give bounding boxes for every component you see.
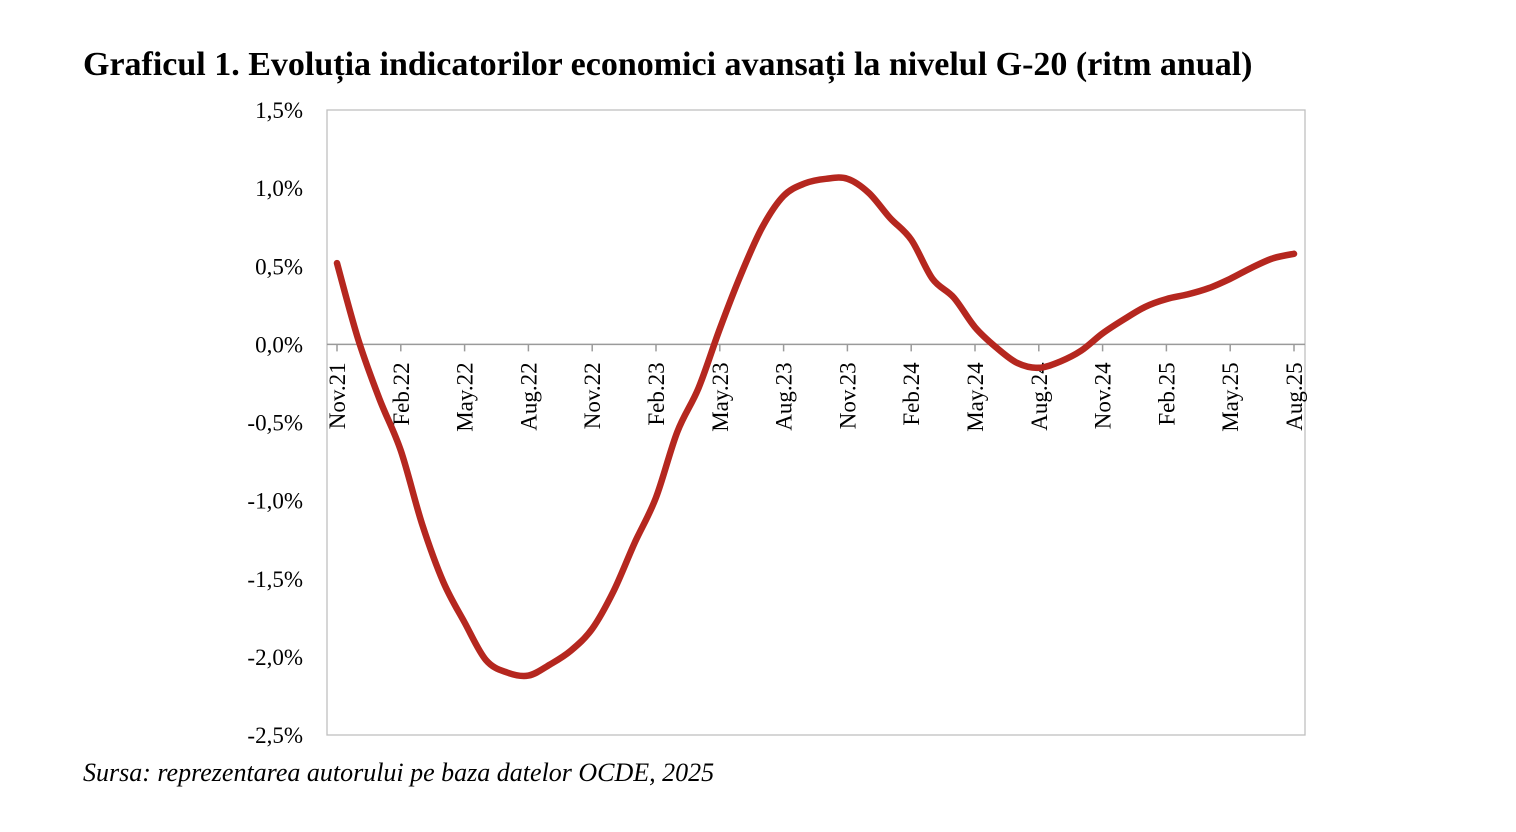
x-tick-label: Aug.25 bbox=[1282, 362, 1307, 430]
plot-area-frame bbox=[326, 109, 1306, 736]
x-axis-ticks: Nov.21 Feb.22 May.22 Aug.22 Nov.22 Feb.23 May.… bbox=[325, 344, 1307, 432]
x-tick-label: Feb.23 bbox=[644, 362, 669, 425]
y-tick-label: -1,0% bbox=[247, 489, 303, 514]
x-tick-label: Aug.23 bbox=[772, 362, 797, 430]
x-tick-label: May.25 bbox=[1218, 362, 1243, 431]
x-tick-label: Nov.21 bbox=[325, 362, 350, 429]
y-axis-tick-labels: 1,5% 1,0% 0,5% 0,0% -0,5% -1,0% -1,5% -2,0% -2,5… bbox=[247, 98, 303, 748]
y-tick-label: -2,5% bbox=[247, 723, 303, 748]
x-tick-label: Aug.24 bbox=[1027, 362, 1052, 431]
x-tick-label: Feb.22 bbox=[389, 362, 414, 425]
source-note: Sursa: reprezentarea autorului pe baza d… bbox=[83, 758, 715, 787]
x-tick-label: Feb.24 bbox=[899, 362, 924, 426]
x-tick-label: Nov.23 bbox=[835, 362, 860, 429]
y-tick-label: -0,5% bbox=[247, 411, 303, 436]
y-tick-label: 1,5% bbox=[255, 98, 303, 123]
y-tick-label: -2,0% bbox=[247, 645, 303, 670]
y-tick-label: 1,0% bbox=[255, 176, 303, 201]
x-tick-label: Aug.22 bbox=[516, 362, 541, 430]
x-tick-label: May.22 bbox=[453, 362, 478, 431]
y-tick-label: 0,5% bbox=[255, 254, 303, 279]
series-line bbox=[333, 174, 1298, 680]
x-tick-label: May.23 bbox=[708, 362, 733, 431]
x-tick-label: May.24 bbox=[963, 362, 988, 432]
y-tick-label: 0,0% bbox=[255, 332, 303, 357]
x-tick-label: Feb.25 bbox=[1154, 362, 1179, 425]
x-tick-label: Nov.24 bbox=[1091, 362, 1116, 429]
y-tick-label: -1,5% bbox=[247, 567, 303, 592]
chart-title: Graficul 1. Evoluția indicatorilor econo… bbox=[83, 46, 1253, 83]
x-tick-label: Nov.22 bbox=[580, 362, 605, 429]
